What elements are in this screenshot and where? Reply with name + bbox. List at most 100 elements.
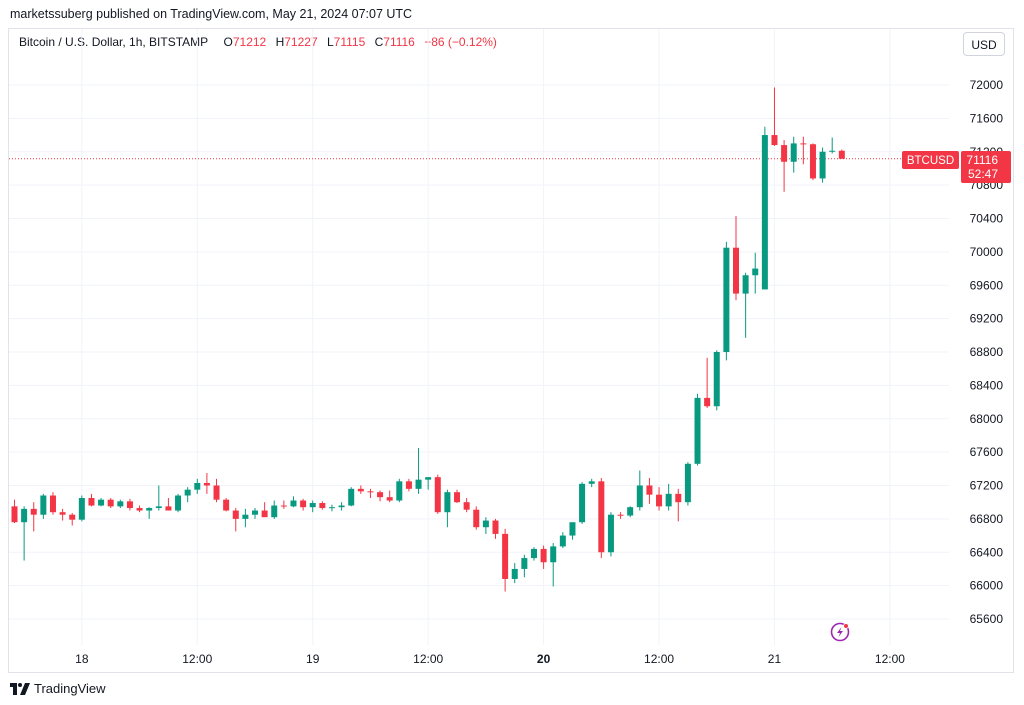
symbol-title: Bitcoin / U.S. Dollar, 1h, BITSTAMP	[19, 35, 209, 49]
candle-body	[136, 508, 143, 511]
y-tick-label: 67600	[970, 445, 1004, 459]
chart-panel[interactable]: Bitcoin / U.S. Dollar, 1h, BITSTAMP O712…	[8, 28, 1014, 673]
candle-body	[733, 247, 739, 294]
candle-body	[665, 493, 672, 507]
candle-body	[348, 488, 355, 506]
candle	[396, 478, 403, 503]
candle-body	[126, 501, 133, 509]
candle	[11, 499, 18, 524]
candle-body	[386, 497, 393, 501]
candle	[290, 496, 297, 508]
candle	[300, 498, 307, 511]
candle-body	[838, 150, 845, 159]
candle	[723, 241, 730, 361]
candle-body	[425, 477, 432, 480]
candle	[415, 447, 422, 494]
candle-body	[781, 145, 788, 162]
close-value: 71116	[383, 35, 415, 49]
x-tick-label: 12:00	[182, 652, 212, 666]
candle	[184, 487, 191, 503]
candle-body	[646, 485, 653, 495]
candle	[511, 563, 518, 584]
tradingview-logo-icon	[10, 682, 30, 695]
candle-body	[396, 481, 403, 501]
candle-body	[627, 507, 634, 516]
candle-body	[11, 506, 18, 523]
open-value: 71212	[232, 35, 267, 49]
candle-body	[473, 509, 480, 528]
y-tick-label: 70000	[970, 245, 1004, 259]
candle	[59, 508, 66, 521]
symbol-legend: Bitcoin / U.S. Dollar, 1h, BITSTAMP O712…	[19, 35, 497, 49]
candle-body	[463, 502, 470, 510]
candle-body	[242, 514, 249, 519]
candle-body	[809, 144, 816, 179]
y-tick-label: 68000	[970, 412, 1004, 426]
candle-body	[49, 495, 56, 513]
candle	[348, 487, 355, 507]
candle-body	[550, 546, 557, 563]
candle	[223, 498, 230, 512]
candle	[646, 477, 653, 504]
y-tick-label: 71600	[970, 111, 1004, 125]
y-tick-label: 69600	[970, 278, 1004, 292]
candle-body	[761, 135, 768, 290]
candle	[309, 500, 316, 513]
candle-body	[367, 491, 374, 493]
candle	[627, 506, 634, 518]
candle-body	[511, 568, 518, 579]
candle	[559, 532, 566, 549]
y-tick-label: 72000	[970, 78, 1004, 92]
candle-body	[588, 481, 595, 484]
candle-body	[405, 481, 412, 489]
candle-body	[579, 483, 586, 523]
candle	[117, 499, 124, 509]
candle-body	[271, 505, 278, 518]
candle-body	[694, 397, 701, 464]
candle	[579, 482, 586, 524]
candle-body	[742, 275, 749, 294]
candle-body	[78, 498, 85, 520]
candle-body	[175, 495, 182, 511]
candle	[21, 506, 28, 561]
candle	[781, 140, 788, 192]
candle	[473, 506, 480, 530]
price-tag: BTCUSD 71116 52:47	[902, 151, 1011, 183]
low-value: 71115	[333, 35, 366, 49]
candle	[136, 505, 143, 513]
candle	[752, 252, 759, 294]
candle-body	[117, 501, 124, 507]
candle-body	[444, 492, 451, 513]
candle-body	[636, 485, 643, 508]
price-chart[interactable]: 18 12:00 19 12:00 20 12:00 21 12:00 65600660006…	[9, 29, 1013, 672]
candle	[800, 136, 807, 165]
candle-body	[290, 500, 297, 507]
x-tick-label: 12:00	[644, 652, 674, 666]
candle	[521, 554, 528, 578]
candle	[675, 488, 682, 522]
candle	[819, 147, 826, 183]
candle-body	[319, 503, 326, 509]
candle	[761, 126, 768, 290]
y-tick-label: 69200	[970, 312, 1004, 326]
currency-button[interactable]: USD	[963, 32, 1005, 56]
candle-body	[530, 548, 537, 559]
candles	[11, 87, 845, 592]
candle	[203, 472, 210, 494]
candle-body	[540, 548, 547, 563]
candle-body	[213, 485, 220, 500]
candle	[656, 487, 663, 511]
y-tick-label: 70400	[970, 212, 1004, 226]
candle-body	[155, 506, 162, 509]
alert-icon[interactable]	[830, 622, 850, 642]
publisher-info: marketssuberg published on TradingView.c…	[10, 7, 413, 21]
candle	[232, 508, 239, 532]
candle-body	[704, 397, 711, 407]
close-label: C	[374, 35, 384, 49]
high-label: H	[275, 35, 285, 49]
candle	[482, 517, 489, 534]
price-tag-countdown: 52:47	[968, 167, 998, 181]
candle	[367, 488, 374, 499]
candle	[261, 502, 268, 518]
candle-body	[203, 482, 210, 486]
